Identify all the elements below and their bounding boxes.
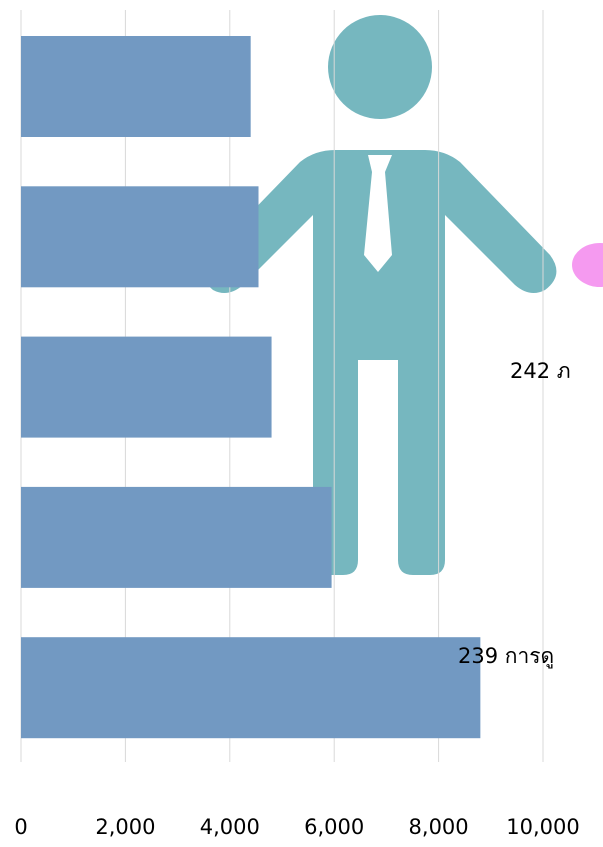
bar (21, 486, 332, 588)
x-tick-label: 10,000 (506, 815, 579, 839)
bar (21, 36, 251, 137)
x-tick-label: 4,000 (200, 815, 260, 839)
bar (21, 336, 272, 438)
x-tick-label: 8,000 (409, 815, 469, 839)
annotation: 242 ภ (510, 359, 571, 383)
neighbor-icon (572, 243, 603, 287)
bar (21, 186, 259, 288)
x-tick-label: 2,000 (95, 815, 155, 839)
annotation: 239 การดู (458, 644, 554, 669)
x-tick-label: 0 (14, 815, 27, 839)
person-icon (203, 15, 557, 575)
x-tick-label: 6,000 (304, 815, 364, 839)
bar (21, 637, 481, 739)
